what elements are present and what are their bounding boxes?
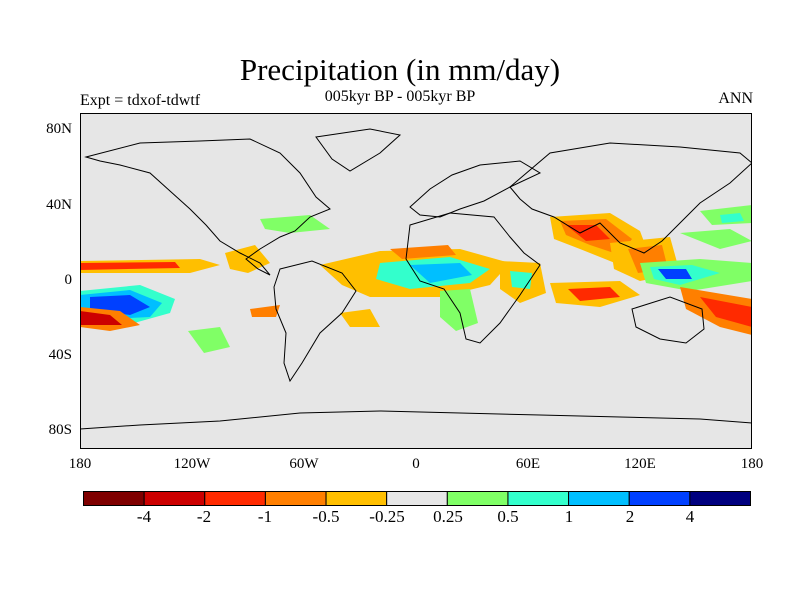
colorbar-box-11 bbox=[689, 491, 751, 506]
colorbar-box-10 bbox=[628, 491, 691, 506]
colorbar-box-2 bbox=[143, 491, 206, 506]
patch-spcz-red bbox=[700, 297, 752, 327]
colorbar-label-6: 0.25 bbox=[433, 507, 463, 526]
colorbar-label-2: -2 bbox=[196, 507, 212, 526]
lat-label-80s: 80S bbox=[48, 422, 72, 438]
patch-spacific-green bbox=[188, 327, 230, 353]
lon-label-0: 0 bbox=[412, 456, 420, 472]
patch-eafrica-cyan bbox=[510, 271, 532, 289]
patch-indian-ocean-red bbox=[568, 287, 620, 301]
colorbar-box-3 bbox=[204, 491, 266, 506]
colorbar-label-5: -0.25 bbox=[369, 507, 405, 526]
map-border bbox=[80, 113, 752, 449]
lon-label-120e: 120E bbox=[624, 456, 656, 472]
coast-north-america bbox=[84, 138, 331, 276]
colorbar bbox=[83, 491, 751, 506]
lon-label-60e: 60E bbox=[515, 456, 541, 472]
patch-wpacific-blue bbox=[658, 269, 692, 279]
lon-label-60w: 60W bbox=[289, 456, 319, 472]
patch-japan-cyan bbox=[720, 213, 744, 223]
colorbar-box-1 bbox=[83, 491, 145, 506]
colorbar-box-9 bbox=[568, 491, 630, 506]
colorbar-box-4 bbox=[264, 491, 327, 506]
experiment-label: Expt = tdxof-tdwtf bbox=[80, 92, 201, 109]
colorbar-box-5 bbox=[325, 491, 388, 506]
patch-atlantic-blue bbox=[410, 263, 472, 283]
patch-npacific-green bbox=[680, 229, 752, 249]
lat-label-0: 0 bbox=[64, 272, 73, 288]
colorbar-box-8 bbox=[507, 491, 570, 506]
lon-label-180w: 180 bbox=[68, 456, 92, 472]
lon-label-120w: 120W bbox=[173, 456, 211, 472]
colorbar-label-3: -1 bbox=[257, 507, 273, 526]
colorbar-label-4: -0.5 bbox=[312, 507, 340, 526]
colorbar-box-7 bbox=[446, 491, 509, 506]
patch-pacific-north-core bbox=[80, 262, 180, 270]
coast-asia bbox=[509, 142, 752, 254]
coast-antarctica bbox=[80, 410, 752, 430]
colorbar-label-9: 2 bbox=[625, 507, 635, 526]
patch-gulf-green bbox=[260, 215, 330, 233]
lat-label-40s: 40S bbox=[48, 347, 72, 363]
precipitation-map bbox=[80, 113, 752, 449]
patch-epacific-orange bbox=[250, 305, 280, 317]
season-label: ANN bbox=[718, 90, 753, 107]
colorbar-label-7: 0.5 bbox=[497, 507, 519, 526]
lon-label-180e: 180 bbox=[740, 456, 764, 472]
anomaly-patches bbox=[80, 205, 752, 353]
colorbar-label-10: 4 bbox=[685, 507, 695, 526]
coastlines bbox=[80, 128, 752, 430]
patch-india-red bbox=[566, 225, 610, 241]
page-title: Precipitation (in mm/day) bbox=[239, 52, 561, 87]
coast-australia bbox=[631, 296, 705, 344]
coast-south-america bbox=[273, 260, 357, 383]
colorbar-label-1: -4 bbox=[136, 507, 152, 526]
lat-label-80n: 80N bbox=[46, 121, 72, 137]
patch-brazil-yellow bbox=[340, 309, 380, 327]
patch-spacific-red bbox=[80, 311, 122, 325]
coast-greenland bbox=[315, 128, 402, 172]
colorbar-label-8: 1 bbox=[564, 507, 574, 526]
lat-label-40n: 40N bbox=[46, 197, 72, 213]
colorbar-boxes bbox=[83, 491, 751, 506]
period-label: 005kyr BP - 005kyr BP bbox=[324, 88, 476, 105]
patch-africa-green bbox=[440, 289, 478, 331]
colorbar-box-6 bbox=[386, 491, 448, 506]
coast-africa bbox=[405, 212, 541, 344]
patch-epacific-yellow bbox=[225, 245, 270, 273]
